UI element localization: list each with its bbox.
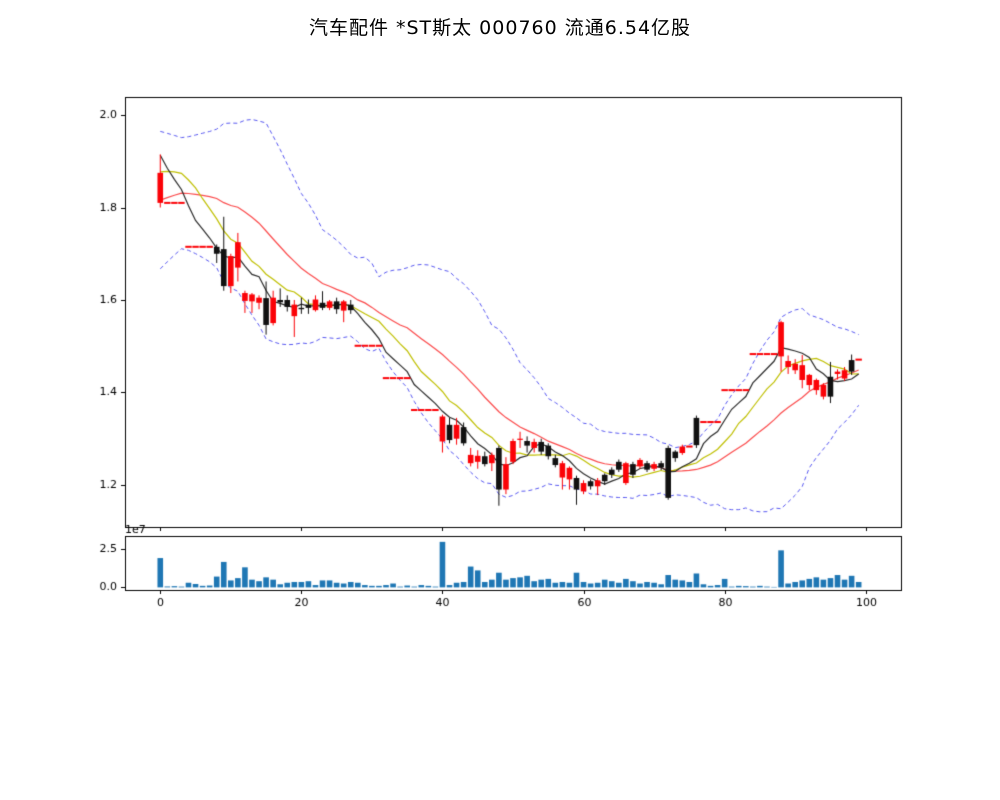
price-panel (125, 97, 901, 527)
volume-panel (125, 536, 901, 590)
